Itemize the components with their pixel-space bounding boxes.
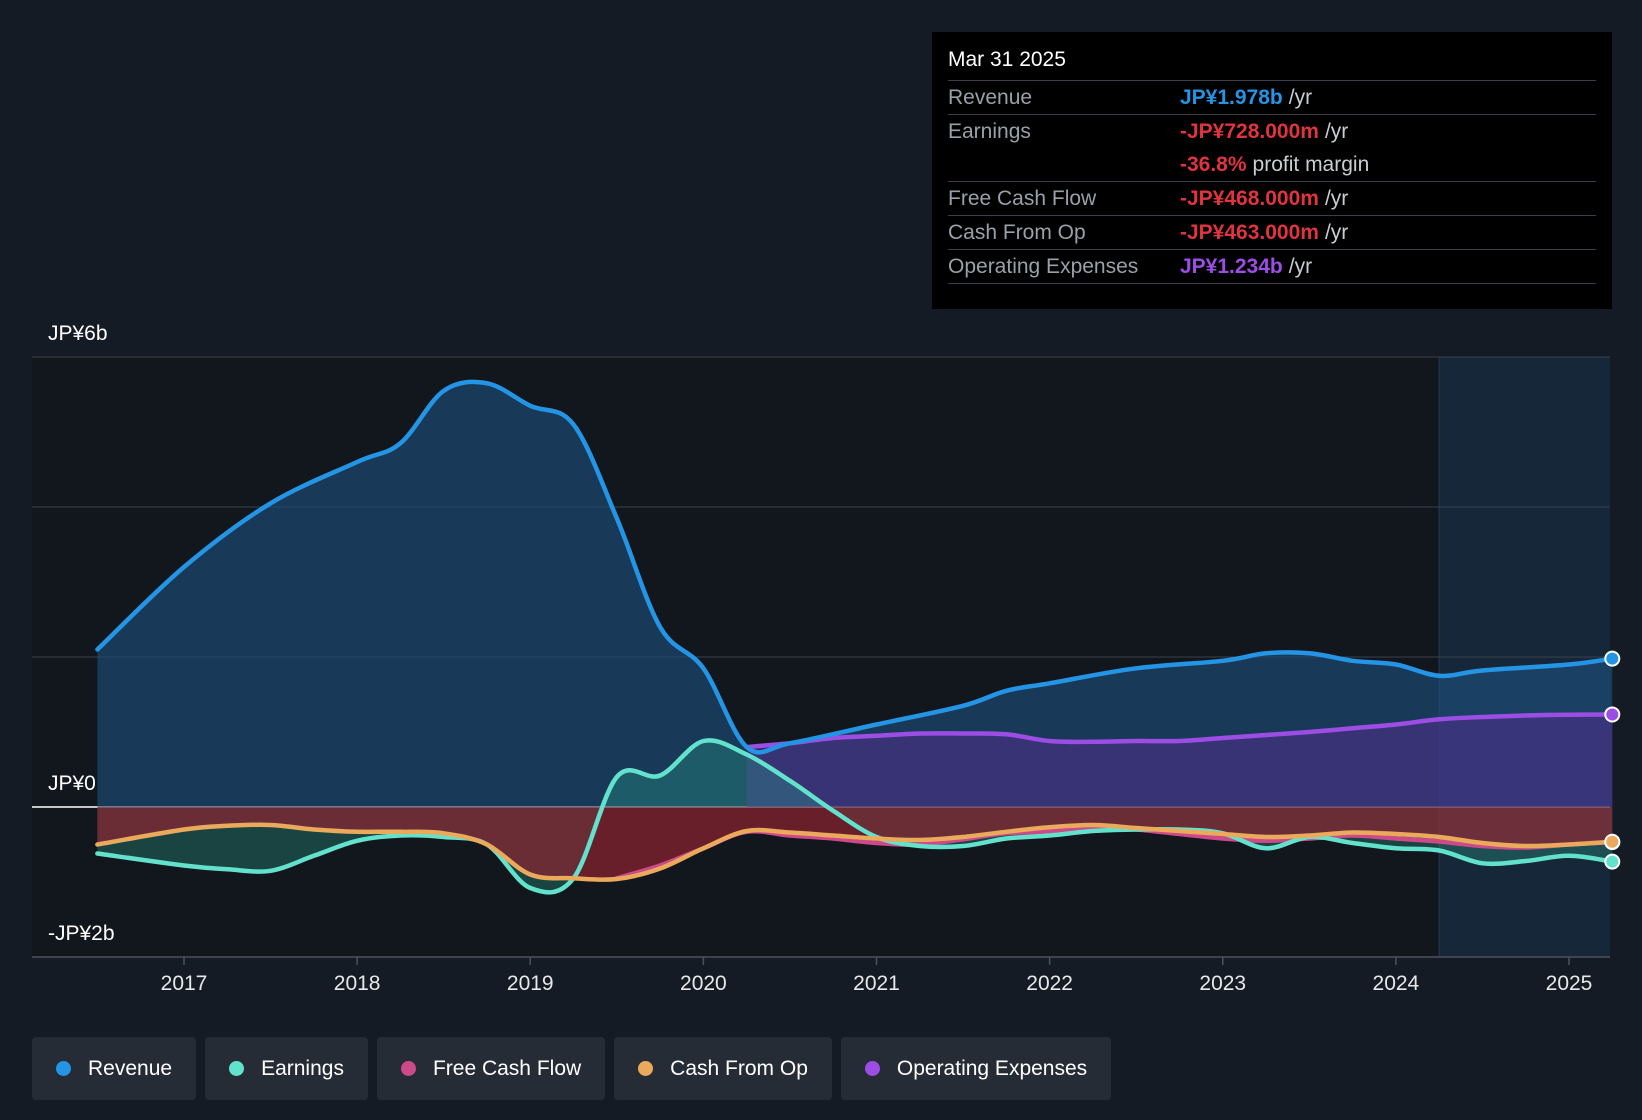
operating-expenses-end-marker [1604,706,1621,723]
tooltip-unit: /yr [1324,120,1349,143]
operating-expenses-line [744,712,1615,750]
tooltip-row-cash-from-op: Cash From Op -JP¥463.000m /yr [948,216,1596,250]
legend-dot-icon [229,1061,245,1076]
x-tick-label: 2025 [1546,972,1593,995]
tooltip-value: -36.8% [1180,153,1247,176]
legend-label: Free Cash Flow [432,1056,582,1080]
x-tick-label: 2020 [680,972,727,995]
earnings-end-marker [1604,853,1621,870]
legend-label: Cash From Op [670,1056,808,1080]
legend-item-earnings[interactable]: Earnings [205,1037,368,1100]
y-label-zero: JP¥0 [48,772,96,795]
legend: Revenue Earnings Free Cash Flow Cash Fro… [32,1037,1112,1100]
x-tick-label: 2023 [1199,972,1246,995]
x-tick-label: 2024 [1373,972,1420,995]
revenue-line [95,379,1615,755]
legend-dot-icon [56,1061,71,1076]
revenue-end-marker [1604,650,1621,667]
tooltip-value: -JP¥463.000m [1180,221,1319,244]
tooltip-label [948,148,1180,181]
tooltip-label: Earnings [948,120,1031,143]
tooltip-label: Revenue [948,86,1033,109]
x-tick-label: 2018 [334,972,381,995]
tooltip-unit: /yr [1288,255,1313,278]
legend-item-cash-from-op[interactable]: Cash From Op [614,1037,832,1100]
x-tick-label: 2022 [1026,972,1073,995]
legend-item-free-cash-flow[interactable]: Free Cash Flow [376,1037,606,1100]
legend-label: Operating Expenses [896,1056,1088,1080]
x-tick-label: 2019 [507,972,554,995]
tooltip-value: JP¥1.978b [1180,86,1283,109]
tooltip-label: Operating Expenses [948,255,1139,278]
legend-label: Earnings [261,1056,344,1080]
tooltip-unit: profit margin [1252,153,1370,176]
tooltip-label: Free Cash Flow [948,187,1097,210]
tooltip-row-revenue: Revenue JP¥1.978b /yr [948,81,1596,115]
tooltip-unit: /yr [1288,86,1313,109]
tooltip-row-free-cash-flow: Free Cash Flow -JP¥468.000m /yr [948,182,1596,216]
tooltip-value: -JP¥468.000m [1180,187,1319,210]
legend-dot-icon [400,1061,416,1076]
tooltip-value: JP¥1.234b [1180,255,1283,278]
cash-from-op-area [97,807,1613,880]
legend-item-operating-expenses[interactable]: Operating Expenses [840,1037,1112,1100]
earnings-line [95,738,1615,895]
x-tick-label: 2017 [161,972,208,995]
legend-dot-icon [638,1061,654,1076]
tooltip-row-profit-margin: -36.8% profit margin [948,148,1596,182]
tooltip-date: Mar 31 2025 [948,48,1596,81]
operating-expenses-area [746,714,1613,807]
x-tick-label: 2021 [853,972,900,995]
legend-dot-icon [864,1061,880,1076]
revenue-area [97,381,1613,807]
tooltip-unit: /yr [1324,187,1349,210]
tooltip-value: -JP¥728.000m [1180,120,1319,143]
tooltip-row-earnings: Earnings -JP¥728.000m /yr [948,115,1596,148]
tooltip-label: Cash From Op [948,221,1086,244]
tooltip-row-operating-expenses: Operating Expenses JP¥1.234b /yr [948,250,1596,284]
y-label-top: JP¥6b [48,322,108,345]
cash-from-op-line [95,822,1615,882]
tooltip-unit: /yr [1324,221,1349,244]
y-label-bottom: -JP¥2b [48,922,115,945]
cash-from-op-end-marker [1604,833,1621,850]
tooltip: Mar 31 2025 Revenue JP¥1.978b /yr Earnin… [932,32,1612,309]
legend-label: Revenue [88,1056,173,1080]
legend-item-revenue[interactable]: Revenue [32,1037,197,1100]
